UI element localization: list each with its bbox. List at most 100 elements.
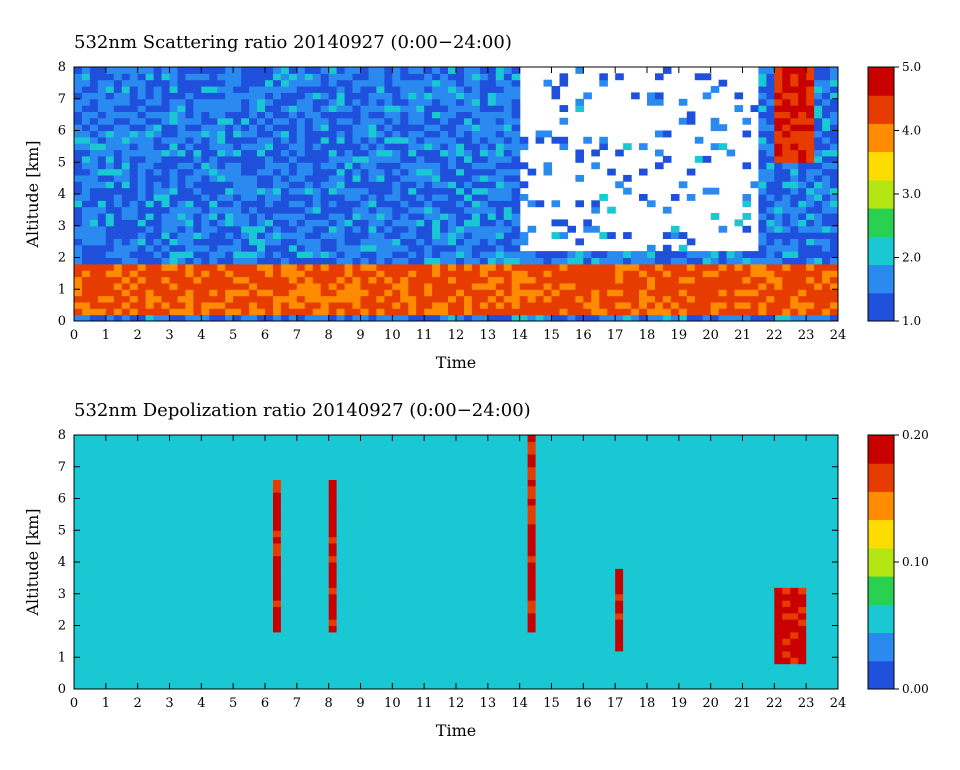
heatmap-cell [129,682,139,689]
heatmap-cell [575,308,584,316]
heatmap-cell [639,270,648,278]
heatmap-cell [424,238,433,246]
heatmap-cell [82,593,91,601]
heatmap-cell [225,555,234,563]
heatmap-cell [384,670,393,677]
heatmap-cell [822,289,831,297]
heatmap-cell [249,194,258,201]
heatmap-cell [686,282,696,290]
heatmap-cell [408,289,417,297]
heatmap-cell [631,289,640,297]
heatmap-cell [273,263,282,271]
heatmap-cell [559,282,569,290]
heatmap-cell [471,194,481,201]
heatmap-cell [702,251,712,258]
heatmap-cell [392,473,401,480]
heatmap-cell [161,149,171,157]
heatmap-cell [766,86,775,93]
heatmap-cell [320,73,330,81]
heatmap-cell [352,619,362,626]
heatmap-cell [742,308,752,316]
heatmap-cell [320,282,330,290]
heatmap-cell [766,314,775,321]
heatmap-cell [408,187,417,195]
heatmap-cell [169,308,179,316]
heatmap-cell [471,219,481,227]
heatmap-cell [296,86,306,93]
heatmap-cell [249,174,258,182]
heatmap-cell [233,650,242,658]
heatmap-cell [567,314,576,321]
heatmap-cell [280,219,290,227]
heatmap-cell [296,238,306,246]
heatmap-cell [161,682,171,689]
heatmap-cell [209,295,218,303]
heatmap-cell [320,523,330,531]
heatmap-cell [806,295,815,303]
heatmap-cell [241,92,250,100]
heatmap-cell [320,670,330,677]
heatmap-cell [193,213,202,220]
heatmap-cell [169,79,179,87]
heatmap-cell [766,155,775,163]
heatmap-cell [456,225,465,233]
heatmap-cell [511,149,521,157]
heatmap-cell [766,124,775,132]
heatmap-cell [217,295,226,303]
heatmap-cell [352,663,362,671]
heatmap-cell [296,282,306,290]
heatmap-cell [137,155,147,163]
heatmap-cell [209,549,218,557]
heatmap-cell [113,98,123,106]
heatmap-cell [265,466,274,474]
heatmap-cell [344,73,354,81]
heatmap-cell [336,308,346,316]
heatmap-cell [376,225,385,233]
heatmap-cell [209,263,218,271]
heatmap-cell [225,270,234,278]
heatmap-cell [312,155,322,163]
heatmap-cell [424,657,433,665]
heatmap-cell [400,682,409,689]
heatmap-cell [129,117,139,125]
heatmap-cell [527,270,537,278]
heatmap-cell [217,187,226,195]
heatmap-cell [137,682,147,689]
heatmap-cell [121,232,131,239]
heatmap-cell [312,194,322,201]
heatmap-cell [416,485,425,493]
heatmap-cell [742,194,752,201]
heatmap-cell [344,295,354,303]
heatmap-cell [233,511,242,519]
heatmap-cell [471,314,481,321]
heatmap-cell [750,105,760,112]
heatmap-cell [320,682,330,689]
heatmap-cell [360,441,370,449]
heatmap-cell [320,295,330,303]
heatmap-cell [392,619,401,626]
heatmap-cell [129,441,139,449]
heatmap-cell [551,295,561,303]
y-tick-label: 5 [58,155,66,170]
heatmap-cell [774,181,783,189]
heatmap-cell [471,225,481,233]
heatmap-cell [575,67,584,74]
heatmap-cell [257,441,266,449]
heatmap-cell [74,86,83,93]
heatmap-cell [440,213,449,220]
heatmap-cell [161,276,171,284]
heatmap-cell [320,625,330,633]
heatmap-cell [105,612,115,620]
heatmap-cell [400,79,409,87]
heatmap-cell [519,238,529,246]
heatmap-cell [535,301,545,309]
heatmap-cell [487,276,497,284]
heatmap-cell [368,200,378,208]
heatmap-cell [814,276,823,284]
heatmap-cell [408,682,417,689]
heatmap-cell [209,314,218,321]
heatmap-cell [647,308,656,316]
heatmap-cell [161,282,171,290]
heatmap-cell [209,454,218,461]
